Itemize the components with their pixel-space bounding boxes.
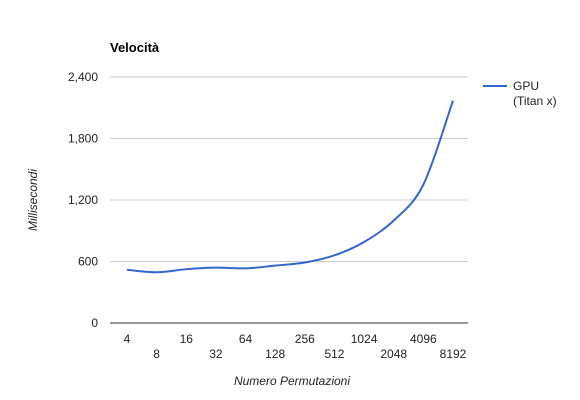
- x-tick-label: 8: [153, 347, 160, 361]
- data-point: [184, 267, 188, 271]
- data-point: [125, 268, 129, 272]
- series-line-gpu: [126, 100, 454, 274]
- data-point: [155, 270, 159, 274]
- data-point: [362, 240, 366, 244]
- x-tick-label: 512: [324, 347, 344, 361]
- x-axis-title: Numero Permutazioni: [234, 374, 350, 388]
- data-point: [214, 266, 218, 270]
- x-tick-label: 4: [124, 332, 131, 346]
- series-group: [125, 99, 455, 274]
- x-tick-label: 8192: [440, 347, 467, 361]
- legend-label: (Titan x): [513, 94, 557, 108]
- data-point: [451, 99, 455, 103]
- x-tick-label: 32: [209, 347, 223, 361]
- data-point: [332, 253, 336, 257]
- y-tick-label: 600: [78, 255, 98, 269]
- data-point: [244, 266, 248, 270]
- data-point: [421, 183, 425, 187]
- x-tick-label: 16: [180, 332, 194, 346]
- y-tick-label: 1,800: [68, 132, 98, 146]
- x-tick-label: 2048: [380, 347, 407, 361]
- x-tick-label: 256: [295, 332, 315, 346]
- data-point: [392, 219, 396, 223]
- gridlines: [110, 76, 468, 324]
- legend-label: GPU: [513, 79, 539, 93]
- data-point: [303, 261, 307, 265]
- legend: GPU(Titan x): [483, 79, 557, 108]
- x-tick-label: 4096: [410, 332, 437, 346]
- x-tick-label: 1024: [351, 332, 378, 346]
- chart-title: Velocità: [110, 40, 160, 55]
- data-point: [273, 264, 277, 268]
- x-tick-label: 64: [239, 332, 253, 346]
- y-tick-label: 0: [91, 316, 98, 330]
- y-tick-labels: 0 600 1,200 1,800 2,400: [68, 70, 98, 330]
- y-axis-title: Millisecondi: [26, 169, 40, 231]
- x-tick-label: 128: [265, 347, 285, 361]
- y-tick-label: 2,400: [68, 70, 98, 84]
- y-tick-label: 1,200: [68, 193, 98, 207]
